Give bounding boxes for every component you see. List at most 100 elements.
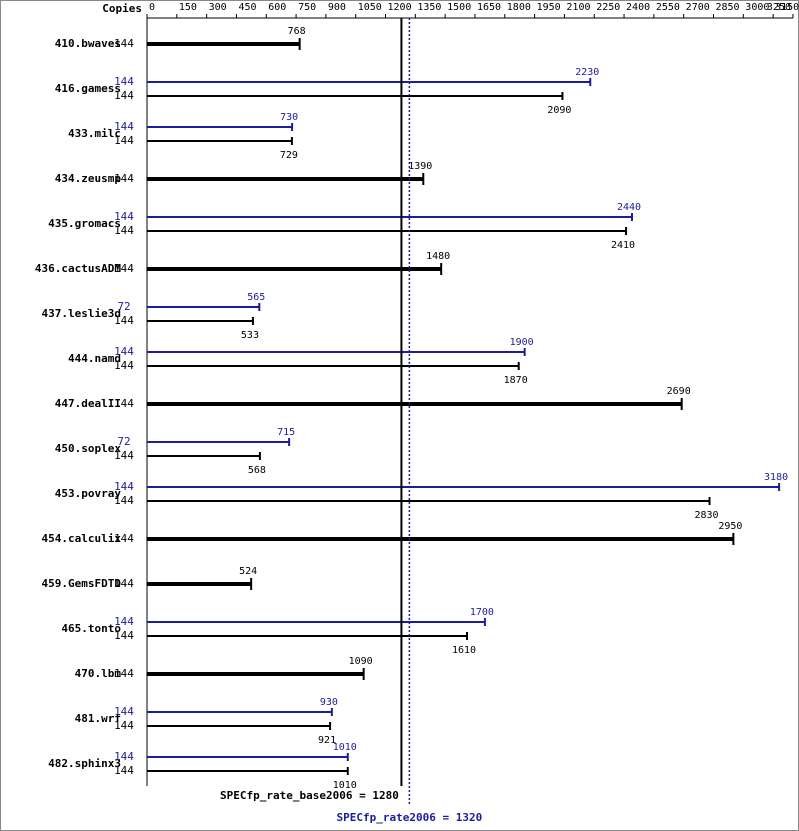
value-label: 1480 <box>426 251 450 262</box>
benchmark-label: 450.soplex <box>55 442 122 455</box>
peak-bar <box>147 351 525 353</box>
base-value-label: 729 <box>280 150 298 161</box>
x-tick-label: 2100 <box>566 2 590 13</box>
copies: 144 <box>114 532 134 545</box>
x-tick-label: 2700 <box>686 2 710 13</box>
benchmark-label: 481.wrf <box>75 712 121 725</box>
reference-label: SPECfp_rate2006 = 1320 <box>337 811 483 824</box>
benchmark-label: 482.sphinx3 <box>48 757 121 770</box>
x-tick-label: 1650 <box>477 2 501 13</box>
peak-bar <box>147 441 290 443</box>
benchmark-label: 410.bwaves <box>55 37 121 50</box>
peak-value-label: 930 <box>320 697 338 708</box>
benchmark-label: 437.leslie3d <box>42 307 121 320</box>
copies-header: Copies <box>102 2 142 15</box>
bar <box>147 537 734 541</box>
base-bar <box>147 635 468 637</box>
peak-value-label: 2230 <box>575 67 599 78</box>
peak-bar <box>147 756 348 758</box>
base-bar <box>147 320 253 322</box>
benchmark-label: 470.lbm <box>75 667 122 680</box>
bar <box>147 582 252 586</box>
peak-value-label: 715 <box>277 427 295 438</box>
copies: 144 <box>114 172 134 185</box>
x-tick-label: 1950 <box>537 2 561 13</box>
x-tick-label: 2550 <box>656 2 680 13</box>
x-tick-label: 3250 <box>767 2 791 13</box>
bar <box>147 177 424 181</box>
base-value-label: 2090 <box>547 105 571 116</box>
x-tick-label: 2850 <box>715 2 739 13</box>
peak-copies: 144 <box>114 750 134 763</box>
x-tick-label: 0 <box>149 2 155 13</box>
x-tick-label: 1200 <box>388 2 412 13</box>
bar <box>147 672 364 676</box>
base-bar <box>147 770 348 772</box>
copies: 144 <box>114 577 134 590</box>
peak-copies: 144 <box>114 615 134 628</box>
benchmark-label: 436.cactusADM <box>35 262 121 275</box>
base-value-label: 921 <box>318 735 336 746</box>
base-value-label: 1870 <box>504 375 528 386</box>
base-value-label: 1010 <box>333 780 357 791</box>
base-bar <box>147 230 627 232</box>
base-bar <box>147 455 260 457</box>
benchmark-label: 454.calculix <box>42 532 122 545</box>
copies: 144 <box>114 667 134 680</box>
peak-bar <box>147 711 332 713</box>
peak-copies: 144 <box>114 210 134 223</box>
peak-value-label: 3180 <box>764 472 788 483</box>
base-copies: 144 <box>114 629 134 642</box>
x-tick-label: 1500 <box>447 2 471 13</box>
copies: 144 <box>114 37 134 50</box>
base-copies: 144 <box>114 224 134 237</box>
x-tick-label: 150 <box>179 2 197 13</box>
base-value-label: 2410 <box>611 240 635 251</box>
base-copies: 144 <box>114 494 134 507</box>
value-label: 2950 <box>718 521 742 532</box>
benchmark-label: 416.gamess <box>55 82 121 95</box>
copies: 144 <box>114 262 134 275</box>
x-tick-label: 3000 <box>745 2 769 13</box>
base-bar <box>147 95 563 97</box>
benchmark-label: 435.gromacs <box>48 217 121 230</box>
base-copies: 144 <box>114 134 134 147</box>
base-bar <box>147 365 519 367</box>
x-tick-label: 1350 <box>417 2 441 13</box>
value-label: 524 <box>239 566 257 577</box>
peak-value-label: 2440 <box>617 202 641 213</box>
peak-copies: 144 <box>114 480 134 493</box>
x-tick-label: 300 <box>209 2 227 13</box>
value-label: 768 <box>288 26 306 37</box>
base-copies: 144 <box>114 359 134 372</box>
peak-copies: 144 <box>114 75 134 88</box>
peak-copies: 72 <box>117 435 130 448</box>
value-label: 1390 <box>408 161 432 172</box>
base-copies: 144 <box>114 449 134 462</box>
copies: 144 <box>114 397 134 410</box>
x-tick-label: 600 <box>268 2 286 13</box>
peak-copies: 144 <box>114 345 134 358</box>
benchmark-label: 459.GemsFDTD <box>42 577 122 590</box>
x-tick-label: 900 <box>328 2 346 13</box>
x-tick-label: 450 <box>238 2 256 13</box>
peak-bar <box>147 621 485 623</box>
peak-value-label: 730 <box>280 112 298 123</box>
benchmark-label: 453.povray <box>55 487 122 500</box>
peak-copies: 144 <box>114 705 134 718</box>
x-tick-label: 2400 <box>626 2 650 13</box>
base-bar <box>147 140 292 142</box>
peak-copies: 72 <box>117 300 130 313</box>
x-tick-label: 3150 <box>775 2 799 13</box>
value-label: 1090 <box>349 656 373 667</box>
peak-bar <box>147 486 780 488</box>
peak-value-label: 1010 <box>333 742 357 753</box>
base-copies: 144 <box>114 314 134 327</box>
peak-value-label: 1700 <box>470 607 494 618</box>
peak-value-label: 1900 <box>510 337 534 348</box>
peak-bar <box>147 216 632 218</box>
peak-copies: 144 <box>114 120 134 133</box>
x-tick-label: 750 <box>298 2 316 13</box>
